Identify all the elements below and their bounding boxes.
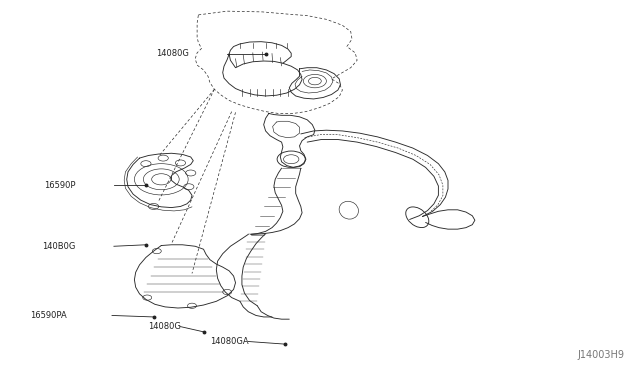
Text: 14080G: 14080G [148, 322, 180, 331]
Text: 14080G: 14080G [156, 49, 189, 58]
Text: 16590P: 16590P [44, 181, 76, 190]
Text: 140B0G: 140B0G [42, 242, 76, 251]
Text: 16590PA: 16590PA [31, 311, 67, 320]
Text: J14003H9: J14003H9 [577, 350, 624, 360]
Text: 14080GA: 14080GA [210, 337, 248, 346]
